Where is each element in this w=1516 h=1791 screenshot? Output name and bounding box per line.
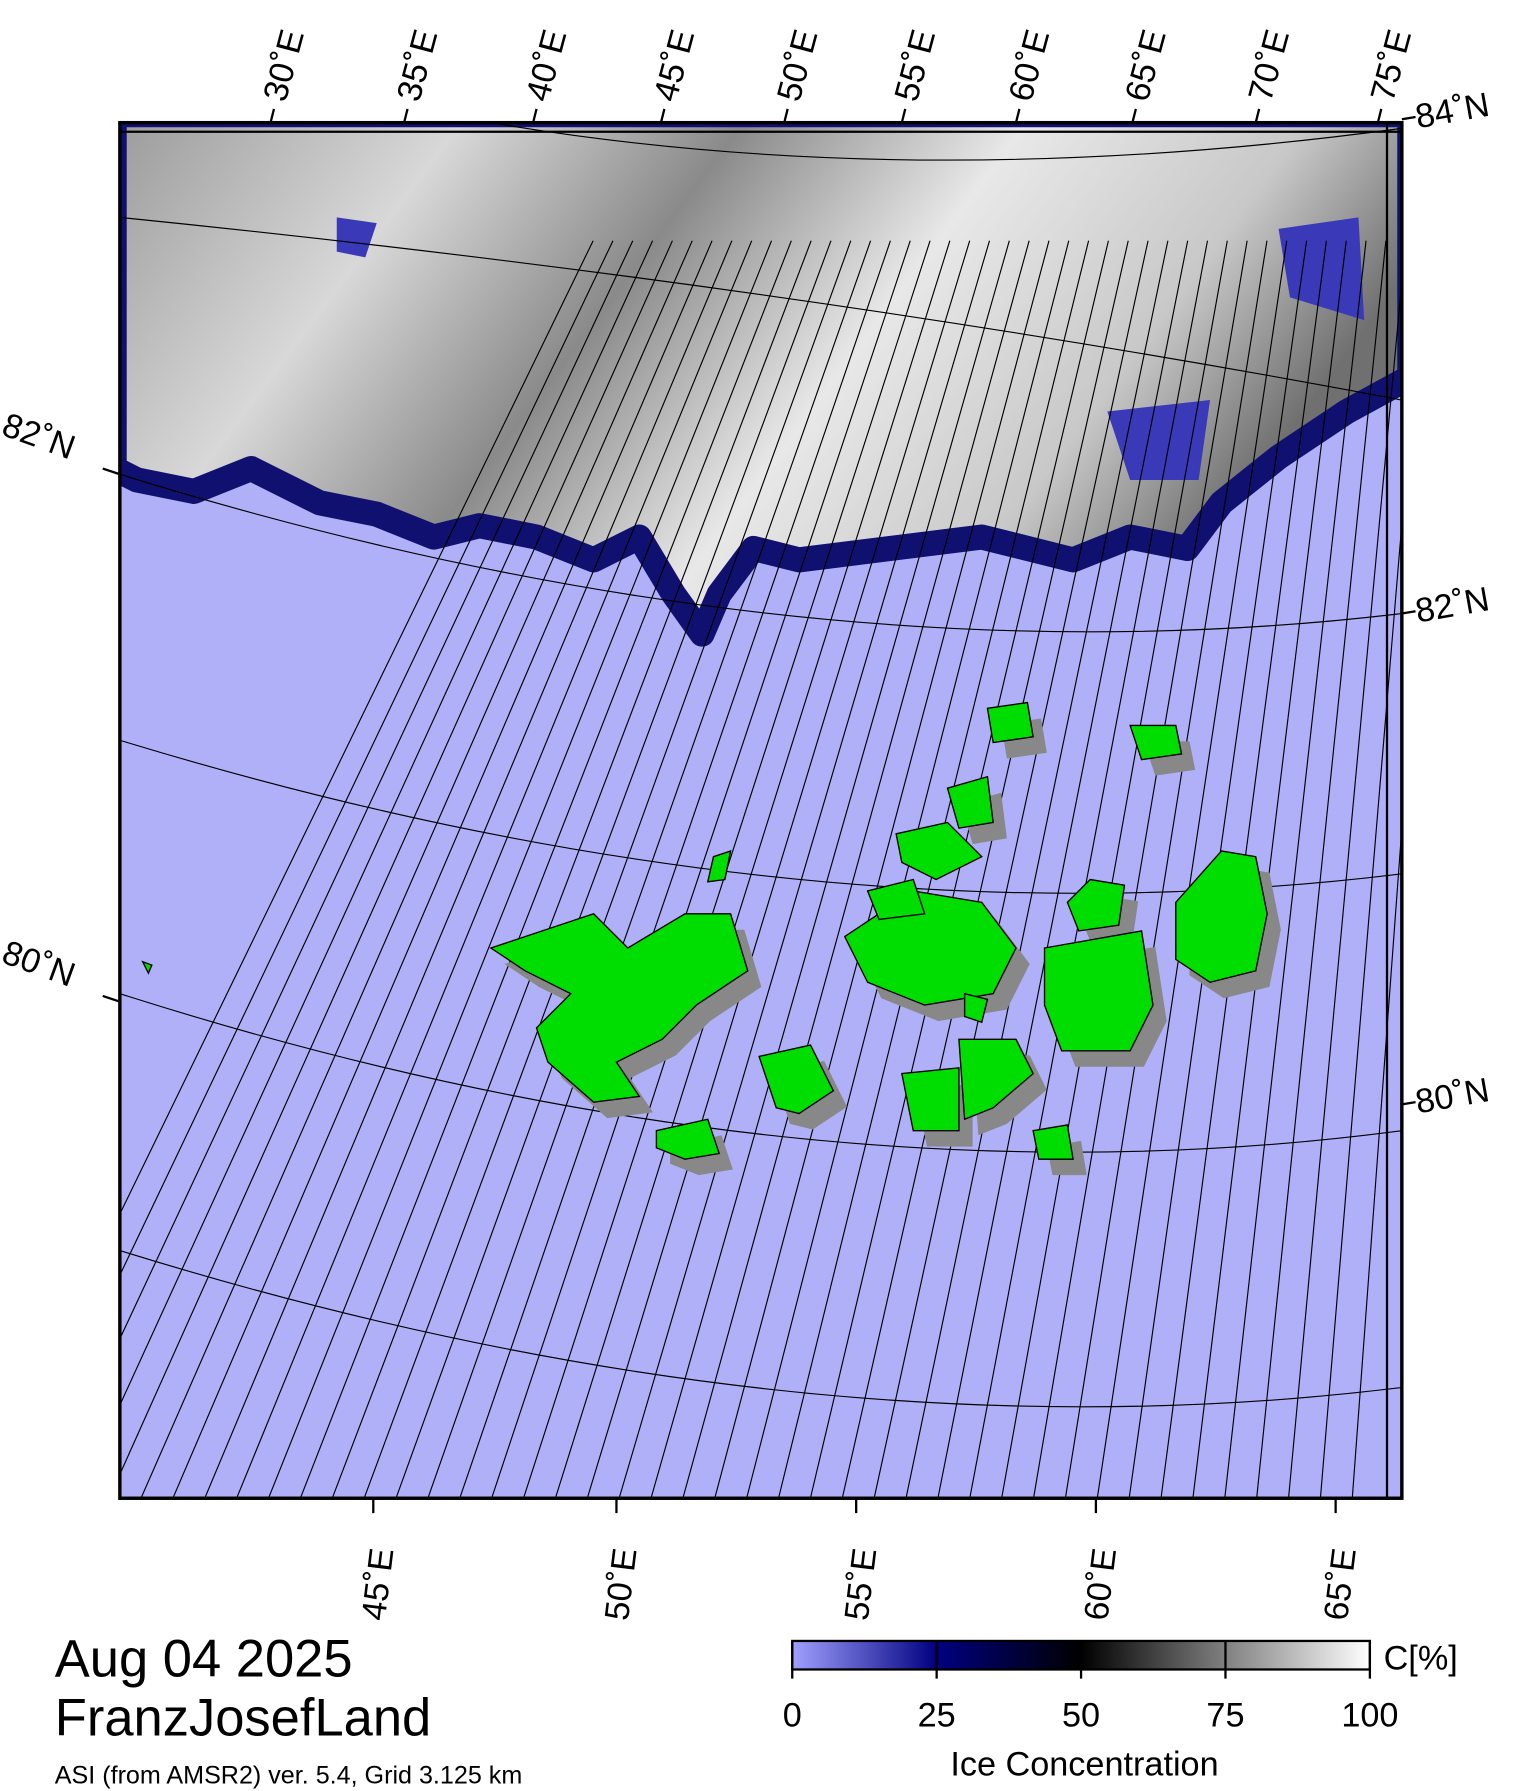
longitude-tick <box>1014 108 1021 123</box>
meridian-line <box>363 240 832 1499</box>
longitude-label: 50˚E <box>598 1546 645 1622</box>
colorbar-title: Ice Concentration <box>950 1746 1218 1784</box>
meridian-line <box>746 240 1070 1499</box>
meridian-line <box>873 240 1149 1499</box>
longitude-tick <box>783 108 789 123</box>
latitude-tick <box>1401 115 1416 121</box>
longitude-tick <box>532 108 538 123</box>
colorbar-tick-label: 75 <box>1206 1697 1244 1735</box>
meridian-line <box>119 240 594 1216</box>
longitude-tick <box>1376 108 1383 123</box>
meridian-line <box>119 240 614 1277</box>
colorbar-tick-label: 100 <box>1341 1697 1398 1735</box>
longitude-tick <box>900 108 907 123</box>
meridian-line <box>140 240 693 1499</box>
meridian-line <box>586 240 971 1499</box>
meridian-line <box>1032 240 1248 1499</box>
date: Aug 04 2025 <box>55 1629 353 1688</box>
meridian-line <box>650 240 1010 1499</box>
longitude-label: 55˚E <box>888 26 943 106</box>
latitude-label: 80˚N <box>0 934 80 995</box>
longitude-label: 40˚E <box>519 26 574 106</box>
meridian-line <box>618 240 991 1499</box>
meridian-line <box>1224 240 1367 1499</box>
meridian-line <box>1064 240 1268 1499</box>
longitude-label: 35˚E <box>390 26 445 106</box>
meridian-line <box>119 240 673 1476</box>
latitude-label: 82˚N <box>0 406 80 467</box>
region: FranzJosefLand <box>55 1689 431 1748</box>
latitude-label: 82˚N <box>1413 580 1493 630</box>
longitude-label: 45˚E <box>355 1546 402 1622</box>
longitude-tick <box>1254 108 1261 123</box>
meridian-line <box>969 240 1209 1499</box>
latitude-line <box>119 1249 1402 1408</box>
meridian-line <box>331 240 812 1499</box>
meridian-line <box>809 240 1109 1499</box>
latitude-tick <box>102 467 121 476</box>
meridian-line <box>299 240 792 1499</box>
islands <box>141 701 1281 1176</box>
longitude-label: 75˚E <box>1364 26 1419 106</box>
longitude-label: 30˚E <box>256 26 311 106</box>
longitude-label: 70˚E <box>1242 26 1297 106</box>
meridian-line <box>714 240 1050 1499</box>
meridian-line <box>682 240 1030 1499</box>
longitude-label: 60˚E <box>1002 26 1057 106</box>
colorbar-tick-label: 50 <box>1062 1697 1100 1735</box>
meridian-line <box>1096 240 1288 1499</box>
meridian-line <box>554 240 951 1499</box>
latitude-label: 84˚N <box>1413 86 1493 136</box>
latitude-line <box>119 216 1402 401</box>
meridian-line <box>204 240 733 1499</box>
map-area <box>119 122 1402 1499</box>
graticule <box>119 122 1402 1499</box>
meridian-line <box>395 240 852 1499</box>
colorbar-tick-label: 0 <box>783 1697 802 1735</box>
island-land <box>141 701 1268 1160</box>
latitude-line <box>490 122 1402 161</box>
meridian-line <box>1001 240 1228 1499</box>
longitude-tick <box>659 108 666 123</box>
sea-ice <box>119 122 1402 647</box>
meridian-line <box>267 240 773 1499</box>
longitude-label: 65˚E <box>1118 26 1173 106</box>
longitude-tick <box>269 108 276 123</box>
meridian-line <box>841 240 1129 1499</box>
meridian-line <box>172 240 713 1499</box>
colorbar-tick-label: 25 <box>918 1697 956 1735</box>
latitude-line <box>119 993 1402 1153</box>
longitude-label: 50˚E <box>770 26 825 106</box>
colorbar-unit: C[%] <box>1384 1639 1458 1677</box>
meridian-line <box>119 240 634 1341</box>
latitude-tick <box>102 994 121 1003</box>
longitude-tick <box>1131 108 1137 123</box>
longitude-tick <box>403 108 409 123</box>
meridian-line <box>905 240 1169 1499</box>
map-frame <box>118 120 1404 1500</box>
longitude-label: 60˚E <box>1078 1546 1125 1622</box>
meridian-line <box>236 240 753 1499</box>
meridian-line <box>1256 240 1387 1499</box>
longitude-label: 55˚E <box>838 1546 885 1622</box>
meridian-line <box>119 240 654 1407</box>
meridian-line <box>491 240 911 1499</box>
latitude-line <box>119 473 1402 633</box>
meridian-line <box>459 240 891 1499</box>
longitude-label: 45˚E <box>647 26 702 106</box>
meridian-line <box>1319 516 1402 1499</box>
meridian-line <box>1351 820 1402 1499</box>
latitude-label: 80˚N <box>1413 1071 1493 1121</box>
subtitle: ASI (from AMSR2) ver. 5.4, Grid 3.125 km <box>55 1762 522 1790</box>
meridian-line <box>937 240 1189 1499</box>
meridian-line <box>427 240 872 1499</box>
latitude-tick <box>1401 610 1416 615</box>
latitude-tick <box>1401 1100 1416 1106</box>
longitude-label: 65˚E <box>1317 1546 1364 1622</box>
